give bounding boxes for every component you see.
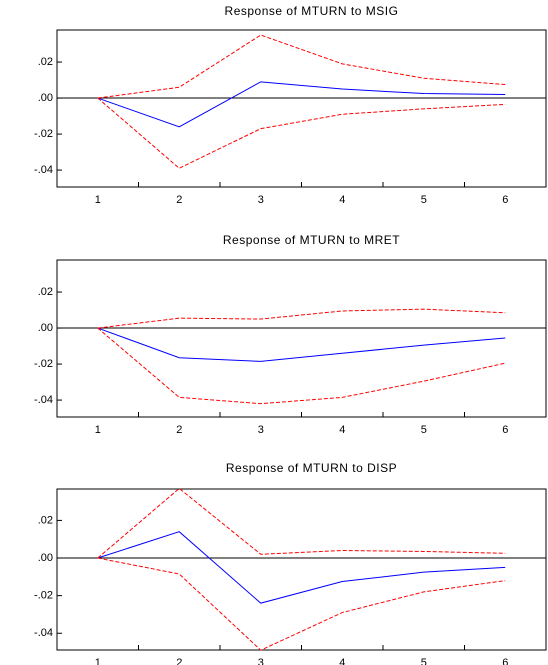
x-tick-label: 6 xyxy=(502,194,508,206)
y-tick-label: -.04 xyxy=(34,394,53,406)
y-tick-label: -.02 xyxy=(34,590,53,602)
y-tick-label: -.02 xyxy=(34,128,53,140)
plot-frame xyxy=(56,259,547,418)
y-tick-label: .02 xyxy=(38,56,53,68)
x-tick-label: 4 xyxy=(339,194,345,206)
x-tick-label: 1 xyxy=(95,424,101,436)
x-tick-label: 6 xyxy=(502,657,508,665)
y-tick-label: .00 xyxy=(38,92,53,104)
y-tick-label: -.04 xyxy=(34,164,53,176)
series-line xyxy=(97,97,506,169)
plot-frame xyxy=(56,29,547,188)
chart-title: Response of MTURN to DISP xyxy=(226,461,397,475)
x-tick-label: 6 xyxy=(502,424,508,436)
series-line xyxy=(97,81,506,128)
series-line xyxy=(97,327,506,405)
series-line xyxy=(97,327,506,362)
x-tick-label: 3 xyxy=(258,424,264,436)
x-tick-label: 4 xyxy=(339,657,345,665)
y-tick-label: .02 xyxy=(38,286,53,298)
y-tick-label: .00 xyxy=(38,552,53,564)
chart-title: Response of MTURN to MSIG xyxy=(225,4,399,18)
series-line xyxy=(97,34,506,99)
chart-title: Response of MTURN to MRET xyxy=(223,233,400,247)
x-tick-label: 3 xyxy=(258,657,264,665)
y-tick-label: .00 xyxy=(38,322,53,334)
x-tick-label: 3 xyxy=(258,194,264,206)
x-tick-label: 2 xyxy=(176,657,182,665)
series-line xyxy=(97,487,506,559)
x-tick-label: 1 xyxy=(95,657,101,665)
x-tick-label: 4 xyxy=(339,424,345,436)
y-tick-label: -.02 xyxy=(34,358,53,370)
series-line xyxy=(97,557,506,651)
y-tick-label: -.04 xyxy=(34,627,53,639)
x-tick-label: 5 xyxy=(421,424,427,436)
x-tick-label: 5 xyxy=(421,194,427,206)
y-tick-label: .02 xyxy=(38,514,53,526)
x-tick-label: 2 xyxy=(176,424,182,436)
series-line xyxy=(97,308,506,329)
series-line xyxy=(97,531,506,604)
x-tick-label: 1 xyxy=(95,194,101,206)
x-tick-label: 5 xyxy=(421,657,427,665)
x-tick-label: 2 xyxy=(176,194,182,206)
